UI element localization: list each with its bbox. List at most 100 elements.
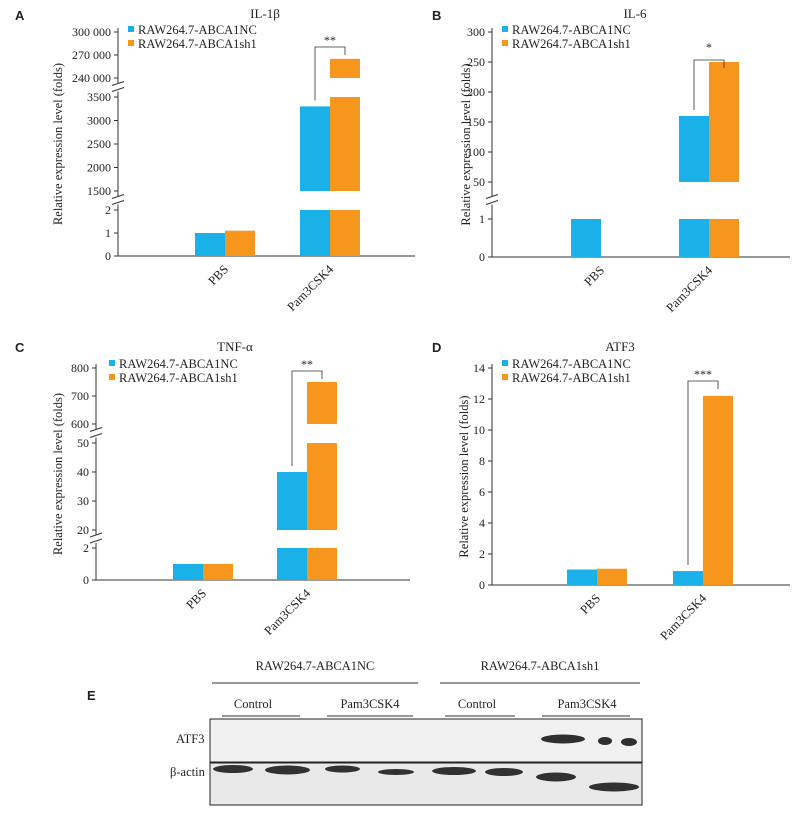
axis-break-gap: [93, 535, 99, 543]
legend-swatch: [502, 26, 508, 32]
blot-condition-label: Pam3CSK4: [557, 697, 617, 711]
y-tick-label: 50: [77, 436, 89, 450]
chart-title: IL-1β: [250, 6, 280, 21]
axis-break-gap: [115, 196, 121, 205]
x-category-label: PBS: [183, 586, 209, 612]
legend-label: RAW264.7-ABCA1NC: [512, 23, 631, 37]
blot-row-label-atf3: ATF3: [176, 732, 204, 746]
bar-sh1-pbs: [225, 230, 255, 256]
bar-sh1-pam3csk4: [709, 219, 739, 257]
legend-swatch: [502, 40, 508, 46]
blot-band-actin: [325, 765, 360, 773]
y-tick-label: 40: [77, 465, 89, 479]
y-axis-label: Relative expression level (folds): [457, 395, 471, 557]
legend-label: RAW264.7-ABCA1sh1: [138, 37, 257, 51]
legend-label: RAW264.7-ABCA1NC: [512, 357, 631, 371]
chart-title: IL-6: [623, 6, 647, 21]
blot-band-actin: [378, 769, 414, 775]
bar-charts: IL-1β Relative expression level (folds) 0 1…: [51, 6, 790, 643]
bar-sh1-pam3csk4: [703, 395, 733, 585]
bar-nc-pbs: [173, 564, 203, 580]
axis-break-mark: [89, 433, 103, 438]
bar-nc-pbs: [195, 233, 225, 256]
axis-break-mark: [111, 87, 125, 92]
blot-band-actin: [485, 768, 523, 776]
y-tick-label: 200: [467, 85, 485, 99]
axis-break-mark: [111, 200, 125, 205]
blot-condition-label: Control: [234, 697, 273, 711]
y-tick-label: 150: [467, 115, 485, 129]
y-tick-label: 240 000: [72, 71, 111, 85]
y-tick-label: 0: [105, 249, 111, 263]
significance-label: *: [706, 40, 712, 54]
western-blot: RAW264.7-ABCA1NC RAW264.7-ABCA1sh1 Control…: [170, 659, 643, 806]
significance-bracket: [314, 46, 346, 101]
legend-label: RAW264.7-ABCA1sh1: [512, 371, 631, 385]
y-tick-label: 1500: [87, 184, 111, 198]
legend-label: RAW264.7-ABCA1NC: [138, 23, 257, 37]
blot-row-label-actin: β-actin: [170, 765, 206, 779]
bar-sh1-pbs: [597, 568, 627, 585]
y-tick-label: 3500: [87, 90, 111, 104]
bar-sh1-pam3csk4: [330, 58, 360, 78]
chart-panel-d: ATF3 Relative expression level (folds) 0 2 4…: [457, 339, 790, 643]
blot-band-actin: [432, 767, 476, 775]
axis-break-gap: [115, 83, 121, 92]
bar-nc-pbs: [571, 219, 601, 257]
legend-label: RAW264.7-ABCA1sh1: [119, 371, 238, 385]
bar-sh1-pam3csk4: [330, 210, 360, 256]
chart-panel-a: IL-1β Relative expression level (folds) 0 1…: [51, 6, 415, 314]
legend-swatch: [109, 360, 115, 366]
blot-band-atf3: [598, 737, 612, 745]
y-tick-label: 300: [467, 25, 485, 39]
significance-bracket: [693, 59, 725, 110]
blot-condition-label: Pam3CSK4: [340, 697, 400, 711]
blot-band-actin: [213, 765, 253, 773]
y-axis-label: Relative expression level (folds): [51, 63, 65, 225]
y-tick-label: 8: [479, 454, 485, 468]
panel-label-b: B: [432, 8, 442, 23]
y-tick-label: 250: [467, 55, 485, 69]
axis-break-mark: [485, 200, 499, 205]
y-tick-label: 2500: [87, 137, 111, 151]
axis-break-mark: [111, 81, 125, 86]
chart-panel-c: TNF-α Relative expression level (folds) 0 2…: [51, 339, 410, 638]
blot-band-atf3: [621, 738, 637, 746]
y-tick-label: 700: [71, 389, 89, 403]
x-category-label: Pam3CSK4: [284, 262, 336, 314]
bar-nc-pam3csk4: [277, 472, 307, 530]
y-axis-label: Relative expression level (folds): [51, 393, 65, 555]
axis-break-gap: [489, 196, 495, 205]
bar-sh1-pam3csk4: [307, 443, 337, 530]
y-tick-label: 270 000: [72, 48, 111, 62]
blot-group-label: RAW264.7-ABCA1sh1: [481, 659, 600, 673]
blot-band-actin: [265, 765, 310, 775]
legend-swatch: [502, 360, 508, 366]
blot-group-label: RAW264.7-ABCA1NC: [256, 659, 375, 673]
significance-bracket: [687, 380, 719, 566]
legend-swatch: [128, 40, 134, 46]
bar-nc-pam3csk4: [679, 116, 709, 182]
y-tick-label: 3000: [87, 114, 111, 128]
significance-label: ***: [694, 367, 712, 381]
y-tick-label: 2000: [87, 161, 111, 175]
y-tick-label: 14: [473, 361, 485, 375]
panel-label-a: A: [15, 8, 25, 23]
y-tick-label: 20: [77, 523, 89, 537]
x-category-label: Pam3CSK4: [663, 263, 715, 315]
y-tick-label: 0: [83, 573, 89, 587]
bar-nc-pam3csk4: [300, 106, 330, 191]
blot-condition-label: Control: [458, 697, 497, 711]
axis-break-gap: [93, 429, 99, 438]
axis-break-mark: [485, 194, 499, 199]
y-tick-label: 800: [71, 361, 89, 375]
bar-nc-pam3csk4: [673, 571, 703, 585]
y-tick-label: 50: [473, 175, 485, 189]
bar-nc-pam3csk4: [300, 210, 330, 256]
axis-break-mark: [89, 538, 103, 544]
blot-band-actin: [589, 782, 639, 792]
legend-label: RAW264.7-ABCA1sh1: [512, 37, 631, 51]
y-tick-label: 4: [479, 516, 485, 530]
axis-break-mark: [111, 194, 125, 199]
